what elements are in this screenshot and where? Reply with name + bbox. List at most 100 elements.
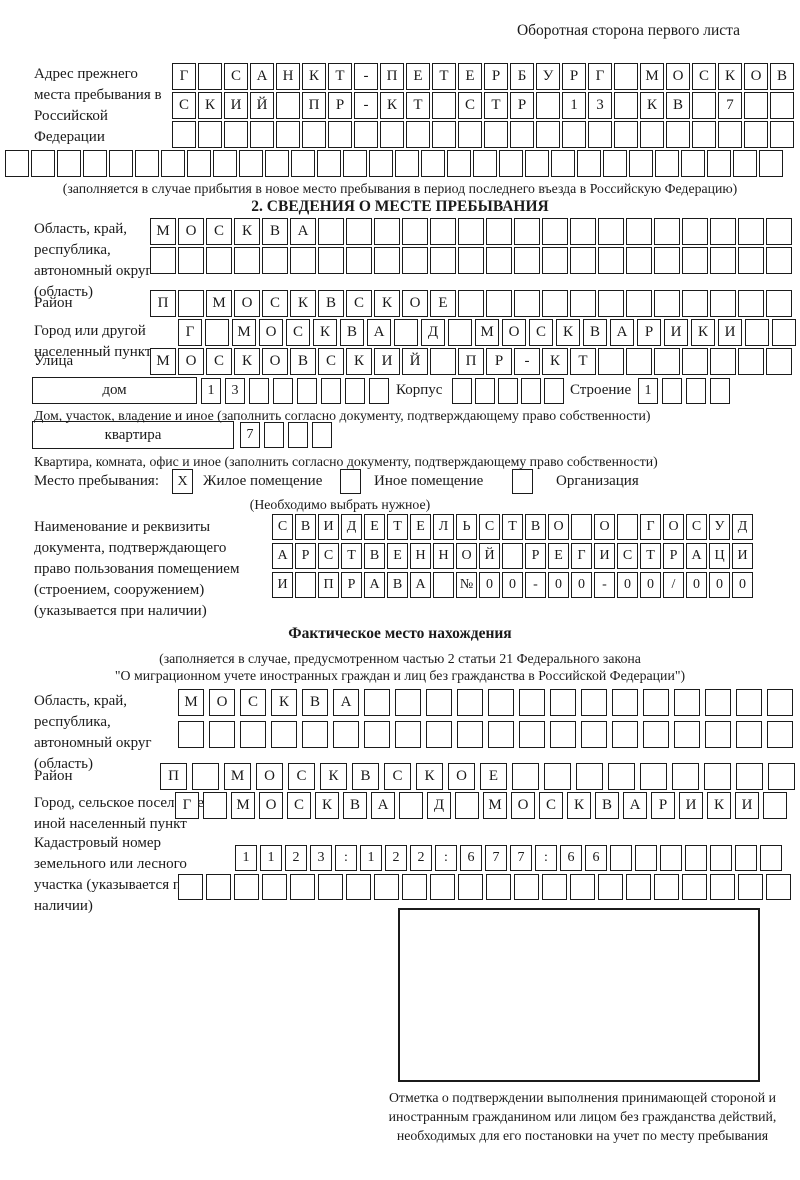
- char-cell[interactable]: [550, 689, 576, 716]
- char-cell[interactable]: [475, 378, 495, 404]
- char-cell[interactable]: 1: [260, 845, 282, 871]
- char-cell[interactable]: П: [150, 290, 176, 317]
- char-cell[interactable]: С: [172, 92, 196, 119]
- char-cell[interactable]: Р: [651, 792, 675, 819]
- char-cell[interactable]: К: [346, 348, 372, 375]
- char-cell[interactable]: О: [259, 319, 283, 346]
- stroenie-row[interactable]: 1: [638, 378, 730, 404]
- char-cell[interactable]: [83, 150, 107, 177]
- char-cell[interactable]: И: [224, 92, 248, 119]
- char-cell[interactable]: [736, 721, 762, 748]
- char-cell[interactable]: К: [315, 792, 339, 819]
- char-cell[interactable]: [328, 121, 352, 148]
- char-cell[interactable]: [643, 689, 669, 716]
- char-cell[interactable]: [718, 121, 742, 148]
- char-cell[interactable]: [551, 150, 575, 177]
- char-cell[interactable]: [710, 845, 732, 871]
- char-cell[interactable]: Д: [732, 514, 753, 540]
- char-cell[interactable]: [206, 247, 232, 274]
- char-cell[interactable]: [346, 874, 371, 900]
- char-cell[interactable]: [240, 721, 266, 748]
- char-cell[interactable]: [614, 63, 638, 90]
- char-cell[interactable]: [354, 121, 378, 148]
- char-cell[interactable]: [457, 721, 483, 748]
- char-cell[interactable]: [514, 874, 539, 900]
- char-cell[interactable]: [635, 845, 657, 871]
- char-cell[interactable]: [346, 247, 372, 274]
- char-cell[interactable]: 3: [225, 378, 245, 404]
- char-cell[interactable]: 2: [285, 845, 307, 871]
- char-cell[interactable]: [421, 150, 445, 177]
- char-cell[interactable]: [178, 247, 204, 274]
- char-cell[interactable]: [705, 689, 731, 716]
- char-cell[interactable]: К: [302, 63, 326, 90]
- char-cell[interactable]: [458, 218, 484, 245]
- char-cell[interactable]: [654, 218, 680, 245]
- char-cell[interactable]: [626, 218, 652, 245]
- korpus-row[interactable]: [452, 378, 564, 404]
- char-cell[interactable]: Й: [250, 92, 274, 119]
- char-cell[interactable]: Т: [341, 543, 362, 569]
- char-cell[interactable]: [544, 763, 571, 790]
- char-cell[interactable]: О: [262, 348, 288, 375]
- char-cell[interactable]: [735, 845, 757, 871]
- char-cell[interactable]: С: [206, 218, 232, 245]
- char-cell[interactable]: Р: [637, 319, 661, 346]
- char-cell[interactable]: [187, 150, 211, 177]
- char-cell[interactable]: 0: [640, 572, 661, 598]
- char-cell[interactable]: [192, 763, 219, 790]
- char-cell[interactable]: [570, 290, 596, 317]
- char-cell[interactable]: [312, 422, 332, 448]
- char-cell[interactable]: [744, 92, 768, 119]
- char-cell[interactable]: [685, 845, 707, 871]
- char-cell[interactable]: К: [718, 63, 742, 90]
- char-cell[interactable]: [710, 247, 736, 274]
- char-cell[interactable]: У: [536, 63, 560, 90]
- char-cell[interactable]: К: [320, 763, 347, 790]
- char-cell[interactable]: [239, 150, 263, 177]
- char-cell[interactable]: К: [567, 792, 591, 819]
- char-cell[interactable]: -: [594, 572, 615, 598]
- char-cell[interactable]: В: [770, 63, 794, 90]
- char-cell[interactable]: [682, 218, 708, 245]
- char-cell[interactable]: Р: [525, 543, 546, 569]
- char-cell[interactable]: [447, 150, 471, 177]
- char-cell[interactable]: С: [617, 543, 638, 569]
- char-cell[interactable]: [514, 290, 540, 317]
- char-cell[interactable]: В: [352, 763, 379, 790]
- char-cell[interactable]: [682, 247, 708, 274]
- char-cell[interactable]: :: [335, 845, 357, 871]
- char-cell[interactable]: С: [318, 543, 339, 569]
- char-cell[interactable]: 6: [460, 845, 482, 871]
- stay-type-checkbox-organization[interactable]: [512, 469, 533, 494]
- char-cell[interactable]: [364, 689, 390, 716]
- char-cell[interactable]: [262, 874, 287, 900]
- char-cell[interactable]: [738, 348, 764, 375]
- char-cell[interactable]: [395, 150, 419, 177]
- char-cell[interactable]: [692, 92, 716, 119]
- char-cell[interactable]: У: [709, 514, 730, 540]
- char-cell[interactable]: С: [479, 514, 500, 540]
- char-cell[interactable]: И: [374, 348, 400, 375]
- char-cell[interactable]: [682, 290, 708, 317]
- char-cell[interactable]: О: [256, 763, 283, 790]
- char-cell[interactable]: [660, 845, 682, 871]
- char-cell[interactable]: [458, 121, 482, 148]
- char-cell[interactable]: И: [664, 319, 688, 346]
- char-cell[interactable]: М: [206, 290, 232, 317]
- char-cell[interactable]: С: [287, 792, 311, 819]
- char-cell[interactable]: [745, 319, 769, 346]
- char-cell[interactable]: 7: [718, 92, 742, 119]
- char-cell[interactable]: Т: [570, 348, 596, 375]
- char-cell[interactable]: Н: [276, 63, 300, 90]
- char-cell[interactable]: [499, 150, 523, 177]
- char-cell[interactable]: Г: [588, 63, 612, 90]
- char-cell[interactable]: [577, 150, 601, 177]
- char-cell[interactable]: К: [234, 348, 260, 375]
- char-cell[interactable]: [318, 218, 344, 245]
- char-cell[interactable]: Л: [433, 514, 454, 540]
- char-cell[interactable]: С: [458, 92, 482, 119]
- char-cell[interactable]: К: [416, 763, 443, 790]
